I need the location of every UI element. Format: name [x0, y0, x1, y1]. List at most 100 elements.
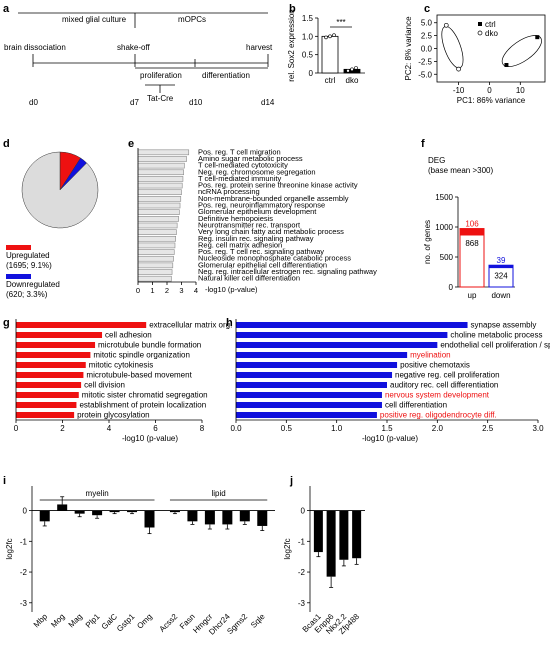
g-term-microtubule-based-movement: microtubule-based movement: [86, 371, 192, 380]
h-term-nervous-system-development: nervous system development: [385, 391, 490, 400]
timeline-event-shake: shake-off: [117, 43, 151, 52]
d-legend-swatch-upregulated: [6, 245, 31, 250]
h-xtick-label: 1.0: [331, 424, 343, 433]
c-ytick-label: 2.5: [421, 32, 433, 41]
timeline-day-d0: d0: [29, 98, 38, 107]
panel-letter-f: f: [421, 138, 425, 150]
chart-d-pie: Upregulated(1695; 9.1%) Downregulated(620…: [6, 151, 99, 299]
e-term-very-long-chain-fatty-acid-metabolic-process: Very long chain fatty acid metabolic pro…: [198, 227, 344, 236]
e-bar-neg-reg-chromosome-segregation: [137, 169, 184, 176]
e-xtick-label: 0: [136, 286, 140, 295]
panel-letter-j: j: [289, 475, 293, 487]
panel-letters: a b c d e f g h i j: [3, 3, 430, 487]
b-ylabel: rel. Sox2 expression: [287, 9, 296, 81]
h-term-endothelial-cell-proliferation-sprouting-angiogenesis: endothelial cell proliferation / sprouti…: [440, 341, 550, 350]
e-bar-amino-sugar-metabolic-process: [137, 156, 187, 162]
i-group-label-myelin: myelin: [86, 489, 109, 498]
f-category-up: up: [468, 291, 477, 300]
c-xtick-label: 10: [516, 86, 525, 95]
i-category-sgms2: Sgms2: [225, 612, 249, 636]
g-xtick-label: 6: [153, 424, 158, 433]
h-bar-endothelial-cell-proliferation-sprouting-angiogenesis: [236, 342, 438, 348]
i-bar-dhcr24: [222, 510, 233, 525]
i-category-mbp: Mbp: [32, 612, 50, 630]
h-bar-positive-reg-oligodendrocyte-diff: [236, 412, 377, 418]
h-bar-negative-reg-cell-proliferation: [236, 372, 393, 378]
e-term-nucleoside-monophosphate-catabolic-process: Nucleoside monophosphate catabolic proce…: [198, 254, 351, 263]
e-bar-definitive-hemopoiesis: [137, 216, 179, 222]
panel-letter-i: i: [3, 475, 6, 487]
e-bar-pos-reg-neuroinflammatory-response: [137, 202, 181, 209]
i-category-mag: Mag: [67, 612, 84, 629]
j-bar-bcas1: [313, 510, 323, 553]
e-bar-pos-reg-t-cell-migration: [137, 149, 190, 156]
b-bar-ctrl: [321, 35, 339, 74]
e-xtick-label: 3: [179, 286, 183, 295]
e-term-reg-cell-matrix-adhesion: Reg. cell matrix adhesion: [198, 240, 282, 249]
h-term-synapse-assembly: synapse assembly: [471, 321, 537, 330]
c-point-ctrl: [504, 62, 509, 67]
e-xtick-label: 2: [165, 286, 169, 295]
e-term-reg-insulin-rec-signaling-pathway: Reg. insulin rec. signaling pathway: [198, 234, 314, 243]
h-xtick-label: 2.5: [482, 424, 494, 433]
c-xlabel: PC1: 86% variance: [457, 96, 526, 105]
d-legend-detail-downregulated: (620; 3.3%): [6, 290, 48, 299]
g-term-cell-adhesion: cell adhesion: [105, 331, 152, 340]
e-term-glomerular-epithelial-cell-differentiation: Glomerular epithelial cell differentiati…: [198, 260, 327, 269]
i-category-gstp1: Gstp1: [115, 612, 137, 634]
g-term-mitotic-sister-chromatid-segregation: mitotic sister chromatid segregation: [82, 391, 208, 400]
c-ellipse-dko: [441, 26, 464, 69]
g-xtick-label: 8: [200, 424, 205, 433]
timeline-day-d10: d10: [189, 98, 203, 107]
chart-f-deg: DEG(base mean >300) 0 500 1000 1500 no. of ge…: [423, 156, 515, 300]
c-xtick-label: 0: [487, 86, 492, 95]
e-bar-ncrna-processing: [137, 189, 182, 196]
b-point: [328, 34, 332, 39]
c-point-dko: [443, 22, 449, 28]
h-xtick-label: 1.5: [381, 424, 393, 433]
f-label-top-down: 39: [497, 256, 506, 265]
e-term-definitive-hemopoiesis: Definitive hemopoiesis: [198, 214, 273, 223]
e-term-neurotransmitter-rec-transport: Neurotransmitter rec. transport: [198, 220, 301, 229]
panel-letter-c: c: [424, 3, 430, 15]
panel-letter-b: b: [289, 3, 296, 15]
f-title: DEG: [428, 156, 445, 165]
d-slice-unchanged: [21, 151, 99, 229]
d-legend-swatch-downregulated: [6, 274, 31, 279]
e-term-natural-killer-cell-differentiation: Natural killer cell differentiation: [198, 274, 300, 283]
h-bar-nervous-system-development: [236, 392, 382, 398]
f-bar-top-down: [488, 264, 514, 269]
e-bar-nucleoside-monophosphate-catabolic-process: [137, 255, 174, 262]
c-ellipse-ctrl: [501, 35, 542, 67]
e-bar-very-long-chain-fatty-acid-metabolic-process: [137, 229, 177, 235]
timeline-treatment: Tat-Cre: [147, 94, 174, 103]
j-ytick-label: -2: [298, 568, 306, 577]
e-term-neg-reg-chromosome-segregation: Neg. reg. chromosome segregation: [198, 167, 316, 176]
g-bar-mitotic-cytokinesis: [16, 362, 86, 368]
i-ylabel: log2fc: [5, 538, 14, 559]
chart-b-sox2: 0 0.5 1.0 1.5 rel. Sox2 expression ctrl dko ***: [287, 9, 365, 85]
e-bar-neurotransmitter-rec-transport: [137, 222, 178, 229]
i-category-sqle: Sqle: [249, 612, 267, 630]
b-point: [346, 69, 350, 73]
g-bar-cell-division: [16, 382, 82, 388]
e-bar-t-cell-mediated-cytotoxicity: [137, 162, 185, 169]
j-ytick-label: -1: [298, 537, 306, 546]
h-xtick-label: 3.0: [532, 424, 544, 433]
c-ytick-label: -2.5: [418, 57, 432, 66]
f-ytick-label: 0: [449, 283, 454, 292]
f-label-top-up: 106: [465, 220, 479, 229]
timeline-event-brain: brain dissociation: [4, 43, 66, 52]
h-xtick-label: 2.0: [432, 424, 444, 433]
h-bar-auditory-rec-cell-differentiation: [236, 382, 387, 388]
e-term-ncrna-processing: ncRNA processing: [198, 187, 260, 196]
b-ytick-label: 0.5: [302, 51, 314, 60]
i-group-label-lipid: lipid: [211, 489, 225, 498]
chart-g-up-go: extracellular matrix org.cell adhesionmi…: [14, 319, 232, 443]
d-legend-label-upregulated: Upregulated: [6, 251, 50, 260]
b-ytick-label: 1.5: [302, 14, 314, 23]
panel-letter-a: a: [3, 3, 10, 15]
timeline-subphase-proliferation: proliferation: [140, 71, 182, 80]
